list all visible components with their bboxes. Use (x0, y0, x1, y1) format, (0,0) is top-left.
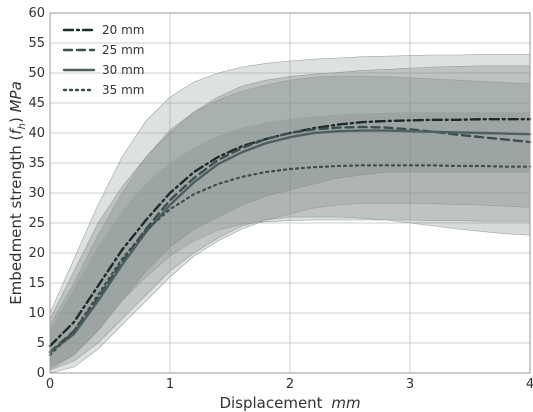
y-tick-label: 55 (28, 36, 45, 51)
y-axis-title-text: Embedment strength ( (7, 135, 25, 305)
x-tick-label: 2 (286, 377, 294, 392)
x-tick-label: 0 (46, 377, 54, 392)
y-tick-label: 5 (37, 336, 45, 351)
legend-label: 35 mm (102, 83, 144, 97)
y-tick-label: 15 (28, 276, 45, 291)
x-tick-label: 3 (406, 377, 414, 392)
y-axis-title-close: ) (7, 112, 25, 123)
x-axis-title-text: Displacement (219, 394, 327, 412)
y-tick-label: 0 (37, 366, 45, 381)
y-tick-label: 20 (28, 246, 45, 261)
x-tick-label: 1 (166, 377, 174, 392)
y-axis-title-subscript: h (17, 123, 28, 129)
legend-label: 30 mm (102, 63, 144, 77)
legend: 20 mm 25 mm 30 mm 35 mm (62, 23, 144, 97)
series-lines (48, 117, 532, 357)
y-axis-title: Embedment strength (fh) MPa (7, 81, 28, 305)
y-tick-label: 40 (28, 126, 45, 141)
series-line-35-mm (48, 164, 532, 357)
y-tick-label: 60 (28, 6, 45, 21)
x-tick-label: 4 (526, 377, 533, 392)
y-axis-title-symbol: f (7, 127, 25, 135)
series-line-30-mm (48, 129, 532, 354)
plot-frame (49, 12, 531, 374)
y-tick-label: 50 (28, 66, 45, 81)
y-tick-label: 45 (28, 96, 45, 111)
y-tick-label: 10 (28, 306, 45, 321)
y-axis-title-unit: MPa (7, 81, 25, 112)
legend-label: 25 mm (102, 43, 144, 57)
y-tick-label: 25 (28, 216, 45, 231)
x-axis-title-unit: mm (331, 394, 360, 412)
legend-label: 20 mm (102, 23, 144, 37)
x-axis-title: Displacement mm (219, 394, 360, 412)
y-tick-label: 30 (28, 186, 45, 201)
y-tick-label: 35 (28, 156, 45, 171)
